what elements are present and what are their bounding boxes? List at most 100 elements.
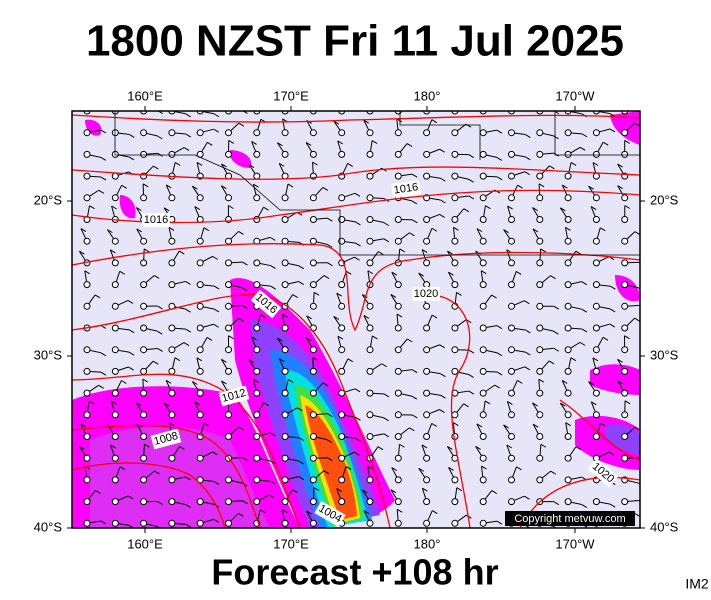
barb-flag <box>383 417 389 422</box>
barb-flag <box>327 457 333 462</box>
station <box>394 389 402 397</box>
station <box>140 411 148 419</box>
barb-flag <box>192 185 198 190</box>
barb-flag <box>185 133 192 138</box>
station <box>225 129 232 137</box>
barb-flag <box>362 294 368 298</box>
barb-flag <box>174 357 181 362</box>
barb-flag <box>322 382 329 387</box>
barb-flag <box>609 308 616 313</box>
barb-flag <box>575 250 582 255</box>
station <box>621 324 629 332</box>
station <box>423 346 431 354</box>
barb-flag <box>657 119 662 122</box>
station <box>536 281 544 289</box>
barb-flag <box>80 228 87 232</box>
station <box>111 281 119 289</box>
station <box>451 476 459 484</box>
station <box>309 389 317 397</box>
barb-flag <box>306 510 312 515</box>
barb-flag <box>312 161 318 166</box>
barb-flag <box>484 400 491 405</box>
barb-flag <box>588 185 594 190</box>
barb-flag <box>496 520 503 525</box>
station <box>196 411 204 419</box>
station <box>83 129 91 137</box>
barb-flag <box>251 336 257 341</box>
barb-flag <box>411 395 418 400</box>
station <box>168 346 176 354</box>
barb-flag <box>496 176 503 181</box>
barb-flag <box>323 470 330 475</box>
barb-flag <box>549 165 555 170</box>
station <box>111 389 119 397</box>
station <box>140 237 148 245</box>
station <box>479 324 487 332</box>
barb-flag <box>313 291 320 296</box>
barb-flag <box>468 154 475 159</box>
barb-flag <box>634 122 640 127</box>
station <box>479 498 487 506</box>
station <box>621 194 629 202</box>
barb-flag <box>421 249 428 254</box>
station <box>83 150 91 158</box>
station <box>83 302 91 310</box>
barb-flag <box>602 336 609 341</box>
barb-flag <box>107 229 113 234</box>
station <box>366 498 374 506</box>
station <box>423 498 431 506</box>
station <box>366 367 374 375</box>
station <box>253 324 261 332</box>
barb-flag <box>248 164 255 168</box>
barb-flag <box>95 99 100 102</box>
station <box>650 412 656 418</box>
station <box>366 172 374 180</box>
station <box>423 476 431 484</box>
station <box>536 216 544 223</box>
barb-flag <box>100 176 107 181</box>
station <box>168 454 176 462</box>
lon-label: 170°E <box>273 88 309 103</box>
station <box>338 498 346 506</box>
station <box>338 476 346 484</box>
barb-flag <box>312 356 319 361</box>
barb-flag <box>270 236 276 241</box>
barb-flag <box>207 141 213 146</box>
barb <box>115 111 117 112</box>
station <box>508 302 515 310</box>
barb-flag <box>183 342 190 347</box>
station <box>196 454 204 462</box>
barb-flag <box>354 388 361 393</box>
barb-flag <box>212 451 218 456</box>
station <box>451 519 459 527</box>
station <box>309 519 317 527</box>
station <box>479 172 487 180</box>
barb-flag <box>407 338 413 343</box>
lat-label: 40°S <box>650 519 679 534</box>
barb-flag <box>94 294 101 299</box>
barb-flag <box>298 437 305 442</box>
isobar-label-box <box>250 289 282 319</box>
barb-flag <box>617 185 623 190</box>
station <box>621 237 629 245</box>
barb-flag <box>287 183 294 188</box>
barb-flag <box>475 445 481 450</box>
barb-flag <box>192 381 198 385</box>
isobar-value: 1016 <box>393 181 419 196</box>
station <box>564 172 572 180</box>
barb-flag <box>185 476 191 481</box>
barb-flag <box>391 271 398 276</box>
barb-flag <box>602 141 609 146</box>
station <box>83 433 91 440</box>
station <box>650 130 656 136</box>
station <box>650 477 656 483</box>
barb-flag <box>110 444 116 449</box>
barb <box>653 495 665 502</box>
barb-flag <box>196 162 203 166</box>
station <box>564 498 572 506</box>
barb-flag <box>322 187 329 191</box>
station <box>83 367 91 375</box>
station <box>621 302 629 310</box>
station <box>366 476 374 484</box>
barb-flag <box>336 292 343 297</box>
